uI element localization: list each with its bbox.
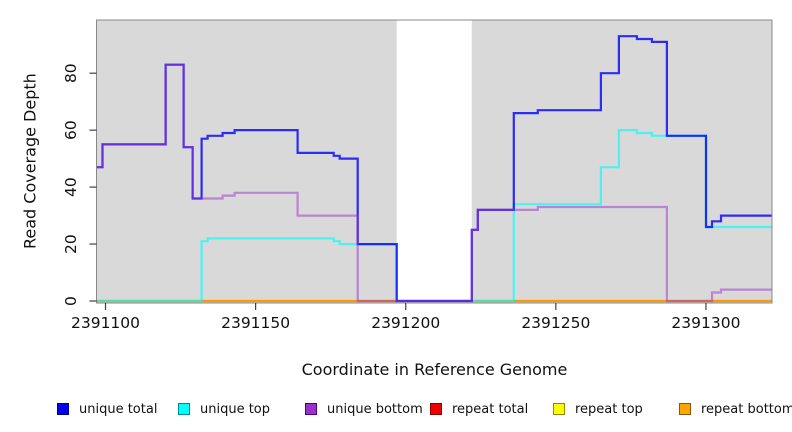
legend-label: unique top: [200, 401, 271, 417]
y-tick-label: 40: [62, 177, 80, 197]
x-tick-label: 2391300: [671, 314, 740, 332]
legend-label: repeat total: [452, 401, 529, 417]
x-tick-label: 2391150: [221, 314, 290, 332]
legend-item-unique-top: unique top: [178, 398, 270, 420]
legend-item-unique-total: unique total: [57, 398, 157, 420]
legend-item-repeat-top: repeat top: [553, 398, 643, 420]
y-tick-label: 20: [62, 234, 80, 254]
legend-label: repeat bottom: [701, 401, 792, 417]
legend-swatch-icon: [178, 403, 190, 415]
plot-canvas: 2391100 2391150 2391200 2391250 2391300 0 20 40…: [62, 19, 773, 332]
y-tick-label: 60: [62, 120, 80, 140]
legend-label: unique total: [79, 401, 158, 417]
legend-item-repeat-total: repeat total: [430, 398, 528, 420]
y-tick-label: 0: [62, 296, 80, 306]
legend-swatch-icon: [430, 403, 442, 415]
x-tick-label: 2391250: [521, 314, 590, 332]
legend-swatch-icon: [57, 403, 69, 415]
legend-swatch-icon: [305, 403, 317, 415]
legend: unique total unique top unique bottom repea…: [0, 398, 792, 420]
plot-border: [96, 19, 773, 304]
legend-swatch-icon: [679, 403, 691, 415]
legend-label: repeat top: [575, 401, 643, 417]
y-axis-title: Read Coverage Depth: [20, 73, 40, 250]
legend-item-repeat-bottom: repeat bottom: [679, 398, 792, 420]
legend-label: unique bottom: [327, 401, 423, 417]
y-tick-label: 80: [62, 63, 80, 83]
x-tick-label: 2391200: [371, 314, 440, 332]
legend-swatch-icon: [553, 403, 565, 415]
x-axis-title: Coordinate in Reference Genome: [301, 360, 568, 379]
series-unique-top: [96, 129, 772, 303]
x-tick-label: 2391100: [71, 314, 140, 332]
series-unique-bottom: [96, 63, 772, 303]
legend-item-unique-bottom: unique bottom: [305, 398, 423, 420]
masked-region: [396, 20, 472, 303]
